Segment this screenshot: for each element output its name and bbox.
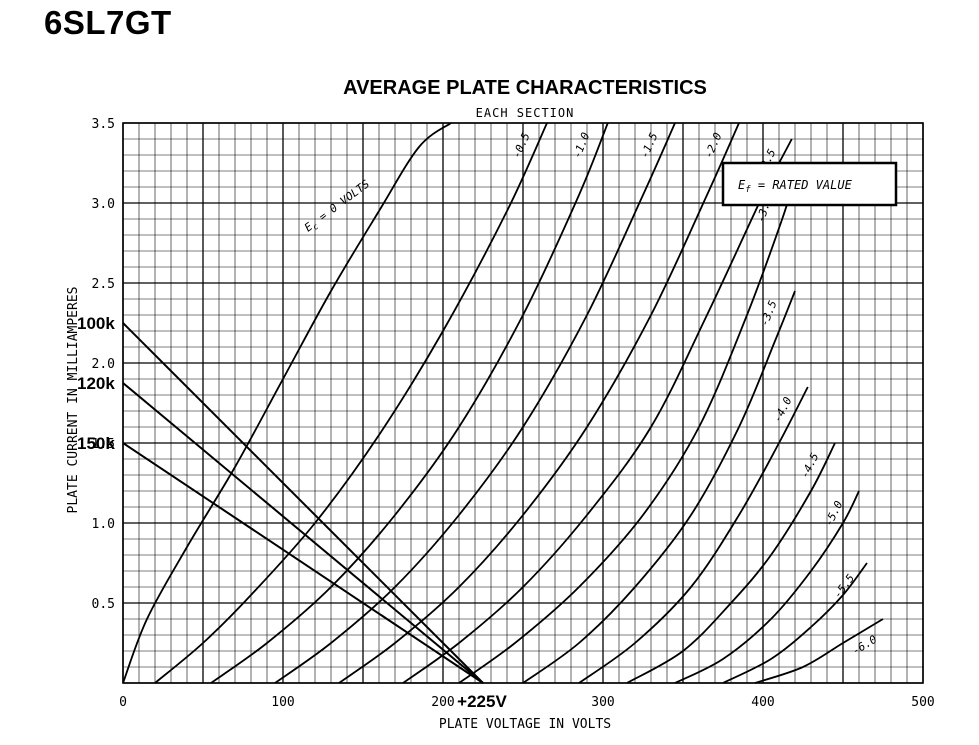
x-axis-ticks: 0 100 200 300 400 500 [119, 695, 935, 710]
x-tick-label: 100 [271, 695, 294, 710]
plate-curve [274, 122, 676, 684]
curve-label: -4.5 [798, 451, 821, 481]
curve-label: -3.5 [758, 299, 780, 328]
curve-label: -1.5 [638, 131, 661, 160]
page-title: 6SL7GT [44, 4, 172, 41]
x-tick-label: 300 [591, 695, 614, 710]
plate-curve [578, 386, 809, 684]
plate-curve [458, 186, 793, 684]
curve-label: -2.0 [702, 130, 725, 160]
x-tick-label: 0 [119, 695, 127, 710]
curve-label: -0.5 [510, 131, 533, 161]
load-line [122, 442, 484, 684]
plate-curve [754, 618, 884, 684]
chart-title: AVERAGE PLATE CHARACTERISTICS [343, 77, 707, 99]
curve-label: -1.0 [571, 130, 593, 160]
curve-labels: Ec = 0 VOLTS-0.5 -1.0 -1.5 -2.0-2.5-3.0-3.5… [302, 130, 880, 657]
y-tick-label: 2.5 [92, 277, 115, 292]
plate-curve [674, 490, 860, 684]
x-tick-label: 500 [911, 695, 934, 710]
plate-curve [154, 122, 548, 684]
plate-curves [122, 122, 884, 684]
plate-curve [722, 562, 868, 684]
x-tick-label: 400 [751, 695, 774, 710]
y-tick-label: 2.0 [92, 357, 115, 372]
y-tick-label: 1.0 [92, 517, 115, 532]
plate-curve [210, 122, 609, 684]
supply-voltage-label: +225V [457, 692, 507, 711]
y-tick-label: 0.5 [92, 597, 115, 612]
x-tick-label: 200 [431, 695, 454, 710]
rated-value-text: Ef = RATED VALUE [738, 178, 853, 195]
plate-curve [338, 122, 740, 684]
y-tick-label: 3.5 [92, 117, 115, 132]
curve-label: -5.5 [831, 572, 857, 601]
load-line [122, 322, 484, 684]
chart-grid [122, 122, 924, 684]
plate-curve [626, 442, 836, 684]
chart-subtitle: EACH SECTION [476, 106, 575, 120]
load-lines: 100k 120k 150k +225V [77, 314, 507, 711]
load-line-label: 100k [77, 314, 115, 333]
rated-value-box: Ef = RATED VALUE [721, 161, 898, 207]
y-tick-label: 3.0 [92, 197, 115, 212]
y-tick-label: 1.5 [92, 437, 115, 452]
load-line [122, 382, 484, 684]
plate-curve [402, 138, 793, 684]
load-line-label: 150k [77, 434, 115, 453]
load-line-label: 120k [77, 374, 115, 393]
plate-curve [522, 290, 796, 684]
x-axis-label: PLATE VOLTAGE IN VOLTS [439, 717, 611, 732]
plate-curve [122, 122, 452, 684]
rated-value-frame [721, 161, 898, 207]
y-axis-label: PLATE CURRENT IN MILLIAMPERES [66, 287, 81, 514]
y-axis-ticks: 0.5 1.0 1.5 2.0 2.5 3.0 3.5 [92, 117, 115, 612]
